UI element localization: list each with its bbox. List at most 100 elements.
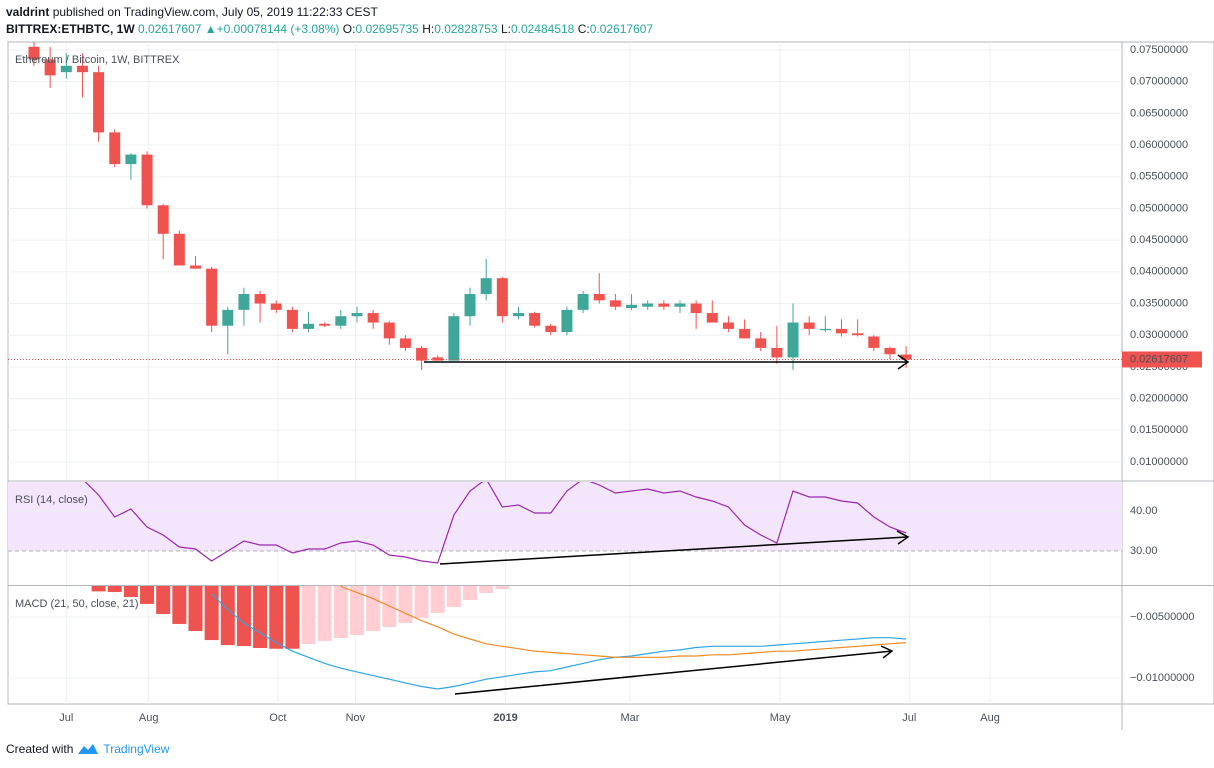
candle-body — [658, 303, 670, 307]
x-tick-label: Mar — [620, 712, 639, 724]
histogram-bar — [430, 586, 445, 613]
y-tick-label: 0.06500000 — [1130, 107, 1188, 119]
histogram-bar — [236, 586, 251, 647]
y-tick-label: −0.00500000 — [1130, 611, 1195, 623]
last-price-label: 0.02617607 — [1130, 353, 1188, 365]
l-label: L: — [500, 22, 511, 36]
x-tick-label: Oct — [269, 712, 286, 724]
labels: Jul Aug Oct Nov 2019 Mar May Jul Aug 0.01000000 0.… — [15, 44, 1202, 724]
c-value: 0.02617607 — [589, 22, 654, 36]
candle-body — [238, 294, 250, 310]
last-price-badge — [1122, 351, 1202, 368]
histogram-bar — [463, 586, 478, 601]
candle-body — [803, 322, 815, 329]
change: +0.00078144 (+3.08%) — [216, 22, 340, 36]
x-tick-label: Jul — [902, 712, 916, 724]
rsi-pane — [8, 482, 1122, 585]
histogram-bar — [253, 586, 268, 648]
candle-body — [690, 303, 702, 314]
x-tick-label: May — [770, 712, 791, 724]
h-value: 0.02828753 — [434, 22, 498, 36]
footer: Created with TradingView — [6, 742, 169, 756]
histogram-bar — [301, 586, 316, 644]
candle-body — [512, 313, 524, 317]
y-tick-label: 0.01500000 — [1130, 424, 1188, 436]
candle-body — [464, 294, 476, 317]
y-tick-label: 0.04500000 — [1130, 234, 1188, 246]
candle-body — [141, 154, 153, 206]
candle-body — [496, 278, 508, 317]
annotations — [424, 354, 910, 695]
candle-body — [109, 132, 121, 165]
y-tick-label: 0.06000000 — [1130, 139, 1188, 151]
y-tick-label: 0.04000000 — [1130, 266, 1188, 278]
candle-body — [383, 322, 395, 339]
candle-body — [351, 313, 363, 317]
pane-title: Ethereum / Bitcoin, 1W, BITTREX — [15, 54, 180, 66]
candle-body — [480, 278, 492, 295]
histogram-bar — [414, 586, 429, 618]
y-tick-label: 0.07000000 — [1130, 76, 1188, 88]
histogram-bar — [382, 586, 397, 628]
last-price: 0.02617607 — [138, 22, 202, 36]
candle-body — [739, 328, 751, 339]
o-label: O: — [342, 22, 356, 36]
published: published on TradingView.com, July 05, 2… — [52, 5, 378, 19]
x-tick-label: Aug — [139, 712, 159, 724]
y-tick-label: 30.00 — [1130, 545, 1158, 557]
frame — [7, 41, 1214, 705]
y-tick-label: −0.01000000 — [1130, 672, 1195, 684]
y-tick-label: 0.07500000 — [1130, 44, 1188, 56]
candle-body — [286, 309, 298, 329]
candle-body — [900, 354, 912, 360]
candle-body — [771, 347, 783, 358]
candle-body — [44, 59, 56, 76]
histogram-bar — [317, 586, 332, 642]
y-tick-label: 0.01000000 — [1130, 456, 1188, 468]
histogram-bar — [204, 586, 219, 641]
candle-body — [28, 46, 40, 60]
histogram-bar — [495, 586, 510, 589]
candle-body — [722, 322, 734, 329]
y-tick-label: 0.03000000 — [1130, 329, 1188, 341]
candle-body — [529, 313, 541, 326]
candle-body — [674, 303, 686, 307]
histogram-bar — [398, 586, 413, 623]
brand[interactable]: TradingView — [103, 742, 170, 756]
arrow — [454, 650, 893, 695]
histogram-bar — [156, 586, 171, 614]
candle-body — [93, 72, 105, 133]
y-tick-label: 40.00 — [1130, 505, 1158, 517]
pane-title: RSI (14, close) — [15, 494, 88, 506]
candle-body — [787, 322, 799, 358]
candle-body — [577, 294, 589, 310]
candle-body — [173, 233, 185, 266]
histogram-bar — [107, 586, 122, 592]
candle-body — [448, 316, 460, 361]
histogram-bar — [479, 586, 494, 593]
histogram-bar — [269, 586, 284, 649]
candle-body — [125, 154, 137, 165]
histogram-bar — [91, 586, 106, 592]
h-label: H: — [422, 22, 435, 36]
candle-body — [884, 347, 896, 355]
candle-body — [270, 303, 282, 310]
candle-body — [852, 333, 864, 336]
price-pane — [8, 42, 1122, 480]
c-label: C: — [577, 22, 590, 36]
y-tick-label: 0.05500000 — [1130, 171, 1188, 183]
up-icon: ▲ — [204, 22, 217, 36]
candle-body — [303, 323, 315, 329]
x-tick-label: Jul — [59, 712, 73, 724]
candle-body — [206, 268, 218, 326]
candle-body — [76, 65, 88, 73]
y-tick-label: 0.03500000 — [1130, 297, 1188, 309]
candle-body — [626, 304, 638, 308]
candle-body — [609, 300, 621, 307]
candle-body — [399, 338, 411, 348]
arrow-head — [897, 354, 910, 370]
histogram-bar — [188, 586, 203, 632]
candle-body — [189, 265, 201, 269]
y-tick-label: 0.02000000 — [1130, 393, 1188, 405]
candle-body — [416, 347, 428, 361]
